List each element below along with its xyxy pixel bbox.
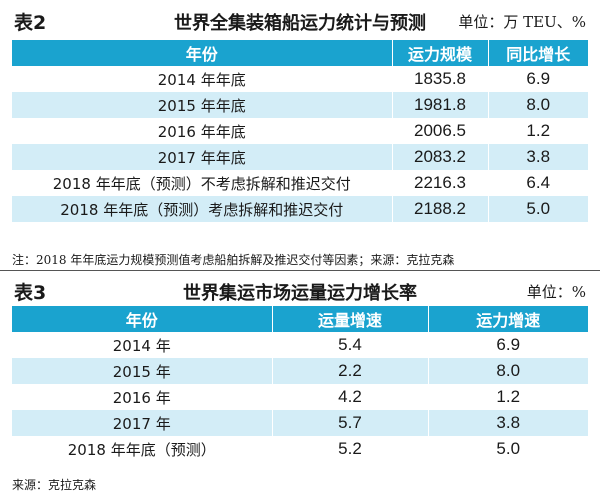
table-row: 2016 年年底 2006.5 1.2 xyxy=(12,118,588,144)
volume-growth-cell: 2.2 xyxy=(271,358,428,384)
capacity-growth-cell: 8.0 xyxy=(427,358,588,384)
year-cell: 2018 年年底（预测）考虑拆解和推迟交付 xyxy=(12,196,392,222)
table2-title: 世界全集装箱船运力统计与预测 xyxy=(174,13,426,34)
table2-unit: 单位：万 TEU、% xyxy=(458,13,586,31)
table2-label: 表2 xyxy=(14,12,47,34)
table2-header-row: 年份 运力规模 同比增长 xyxy=(12,40,588,66)
capacity-cell: 2006.5 xyxy=(391,118,488,144)
table-row: 2015 年 2.2 8.0 xyxy=(12,358,588,384)
capacity-growth-cell: 1.2 xyxy=(427,384,588,410)
capacity-cell: 2188.2 xyxy=(391,196,488,222)
year-cell: 2014 年年底 xyxy=(12,66,392,92)
table3-header-row: 年份 运量增速 运力增速 xyxy=(12,306,588,332)
table-row: 2015 年年底 1981.8 8.0 xyxy=(12,92,588,118)
capacity-growth-cell: 3.8 xyxy=(427,410,588,436)
table-row: 2018 年年底（预测） 5.2 5.0 xyxy=(12,436,588,462)
table2: 年份 运力规模 同比增长 2014 年年底 1835.8 6.9 2015 年年… xyxy=(12,40,588,222)
capacity-growth-cell: 6.9 xyxy=(427,332,588,358)
table2-header-year: 年份 xyxy=(12,40,392,66)
table3-unit: 单位：% xyxy=(526,283,586,301)
volume-growth-cell: 5.2 xyxy=(271,436,428,462)
year-cell: 2018 年年底（预测） xyxy=(12,436,272,462)
year-cell: 2018 年年底（预测）不考虑拆解和推迟交付 xyxy=(12,170,392,196)
table2-note: 注：2018 年年底运力规模预测值考虑船舶拆解及推迟交付等因素；来源：克拉克森 xyxy=(12,253,455,267)
table3-title-row: 表3 世界集运市场运量运力增长率 单位：% xyxy=(0,276,600,306)
table3-label: 表3 xyxy=(14,282,47,304)
table-row: 2014 年年底 1835.8 6.9 xyxy=(12,66,588,92)
yoy-cell: 3.8 xyxy=(487,144,588,170)
capacity-cell: 1981.8 xyxy=(391,92,488,118)
table3-note: 来源：克拉克森 xyxy=(12,478,97,492)
table-row: 2017 年 5.7 3.8 xyxy=(12,410,588,436)
year-cell: 2015 年 xyxy=(12,358,272,384)
table2-header-capacity: 运力规模 xyxy=(391,40,488,66)
table3: 年份 运量增速 运力增速 2014 年 5.4 6.9 2015 年 2.2 8… xyxy=(12,306,588,462)
volume-growth-cell: 5.4 xyxy=(271,332,428,358)
table-row: 2017 年年底 2083.2 3.8 xyxy=(12,144,588,170)
table2-title-row: 表2 世界全集装箱船运力统计与预测 单位：万 TEU、% xyxy=(0,6,600,36)
capacity-cell: 2083.2 xyxy=(391,144,488,170)
section-divider xyxy=(0,270,600,271)
yoy-cell: 6.4 xyxy=(487,170,588,196)
table3-header-volume: 运量增速 xyxy=(271,306,428,332)
table-row: 2018 年年底（预测）考虑拆解和推迟交付 2188.2 5.0 xyxy=(12,196,588,222)
yoy-cell: 8.0 xyxy=(487,92,588,118)
year-cell: 2017 年年底 xyxy=(12,144,392,170)
yoy-cell: 5.0 xyxy=(487,196,588,222)
volume-growth-cell: 5.7 xyxy=(271,410,428,436)
table-row: 2016 年 4.2 1.2 xyxy=(12,384,588,410)
capacity-growth-cell: 5.0 xyxy=(427,436,588,462)
year-cell: 2016 年 xyxy=(12,384,272,410)
yoy-cell: 6.9 xyxy=(487,66,588,92)
table2-header-yoy: 同比增长 xyxy=(487,40,588,66)
table-row: 2018 年年底（预测）不考虑拆解和推迟交付 2216.3 6.4 xyxy=(12,170,588,196)
year-cell: 2017 年 xyxy=(12,410,272,436)
year-cell: 2016 年年底 xyxy=(12,118,392,144)
volume-growth-cell: 4.2 xyxy=(271,384,428,410)
capacity-cell: 2216.3 xyxy=(391,170,488,196)
capacity-cell: 1835.8 xyxy=(391,66,488,92)
year-cell: 2014 年 xyxy=(12,332,272,358)
year-cell: 2015 年年底 xyxy=(12,92,392,118)
table3-header-year: 年份 xyxy=(12,306,272,332)
table3-header-capacity: 运力增速 xyxy=(427,306,588,332)
table-row: 2014 年 5.4 6.9 xyxy=(12,332,588,358)
table3-title: 世界集运市场运量运力增长率 xyxy=(183,283,417,304)
yoy-cell: 1.2 xyxy=(487,118,588,144)
